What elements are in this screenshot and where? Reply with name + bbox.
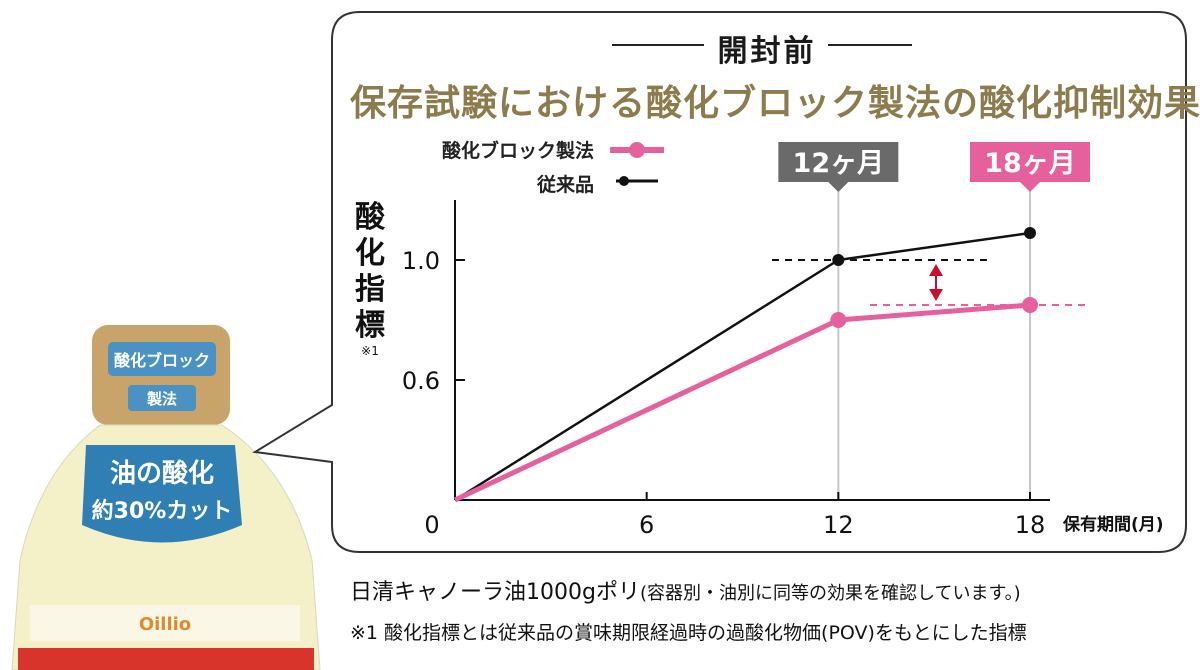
header-label: 開封前 [717, 34, 817, 69]
x-tick-label: 0 [424, 511, 439, 539]
product-caption: 日清キャノーラ油1000gポリ(容器別・油別に同等の効果を確認しています。) [350, 574, 1021, 606]
cap-sub-text: 製法 [146, 390, 177, 408]
y-axis-label-char: 指 [355, 272, 385, 307]
y-axis-note: ※1 [361, 344, 379, 358]
cap-text: 酸化ブロック [114, 351, 210, 370]
data-point-conventional [1024, 227, 1036, 239]
legend-label-oxblock: 酸化ブロック製法 [441, 140, 594, 162]
product-bottle: 酸化ブロック 製法 油の酸化 約30%カット Oillio [11, 325, 321, 670]
bottle-badge [82, 445, 242, 543]
x-tick-label: 6 [639, 511, 654, 539]
difference-arrow-head-top [929, 264, 943, 276]
header-rule-left [612, 44, 704, 46]
data-point-oxblock [1022, 297, 1038, 313]
product-caption-main: 日清キャノーラ油1000gポリ [350, 580, 640, 605]
plot-area: 0 6 12 18 1.0 0.6 12ヶ月 18ヶ月 [402, 142, 1090, 539]
y-axis-label-char: 酸 [355, 200, 385, 235]
y-tick-label: 1.0 [402, 247, 440, 275]
y-axis-label-char: 化 [355, 236, 385, 271]
header-group: 開封前 [612, 26, 912, 69]
chart-title: 保存試験における酸化ブロック製法の酸化抑制効果 [350, 83, 1200, 124]
brand-logo: Oillio [139, 614, 191, 635]
data-point-conventional [832, 254, 845, 266]
bubble-outline [252, 11, 1187, 553]
x-tick-label: 12 [823, 511, 854, 539]
y-axis-label-char: 標 [355, 308, 385, 343]
callout-box [970, 142, 1090, 192]
callout-label: 12ヶ月 [793, 148, 885, 179]
data-point-oxblock [830, 312, 847, 328]
x-axis-label: 保有期間(月) [1063, 515, 1164, 535]
cap-label [108, 342, 216, 376]
badge-line2: 約30%カット [92, 498, 233, 524]
series-line-oxblock [453, 302, 1031, 503]
y-axis-label: 酸 化 指 標 ※1 [350, 200, 390, 358]
difference-arrow-head-bottom [929, 289, 943, 301]
callout-label: 18ヶ月 [984, 148, 1076, 179]
y-tick-label: 0.6 [402, 367, 440, 395]
red-band [18, 648, 314, 670]
badge-line1: 油の酸化 [110, 459, 214, 489]
x-tick-label: 18 [1015, 511, 1046, 539]
cap-sub-label [128, 385, 196, 411]
legend-label-conventional: 従来品 [536, 174, 594, 196]
legend-swatch-oxblock [610, 142, 664, 158]
header-rule-right [828, 44, 912, 46]
product-caption-sub: (容器別・油別に同等の効果を確認しています。) [639, 583, 1021, 604]
brand-strip [30, 605, 300, 641]
callout-box [778, 142, 899, 192]
footnote: ※1 酸化指標とは従来品の賞味期限経過時の過酸化物価(POV)をもとにした指標 [350, 622, 1027, 644]
legend-swatch-conventional [616, 176, 658, 186]
